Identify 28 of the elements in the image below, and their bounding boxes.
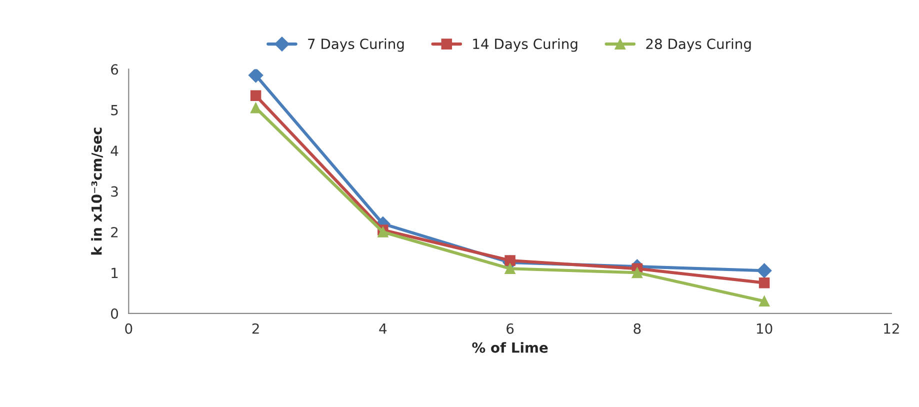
legend-label: 28 Days Curing [646,38,751,52]
x-tick-label: 12 [884,323,899,334]
y-axis-title: k in x10⁻³cm/sec [91,128,103,255]
legend-label: 14 Days Curing [473,38,578,52]
point [248,69,264,83]
y-tick-label: 0 [111,308,118,319]
point [250,90,262,102]
y-tick-label: 6 [111,64,118,75]
point [504,255,516,266]
x-tick-label: 2 [252,323,259,334]
y-tick-label: 5 [111,105,118,116]
point [758,277,770,288]
y-tick-label: 4 [110,146,118,156]
point [250,102,262,114]
y-tick-label: 1 [112,268,118,278]
x-axis-title: % of Lime [472,342,548,353]
point [758,296,770,307]
point [632,267,643,278]
y-tick-label: 2 [111,226,118,238]
legend-label: 7 Days Curing [308,38,404,52]
x-tick-label: 8 [634,323,641,334]
x-tick-label: 4 [379,324,387,334]
x-tick-label: 0 [125,323,132,334]
point [504,263,516,274]
x-tick-label: 6 [506,323,514,334]
y-tick-label: 3 [111,186,118,197]
point [756,263,772,278]
x-tick-label: 10 [756,323,772,334]
